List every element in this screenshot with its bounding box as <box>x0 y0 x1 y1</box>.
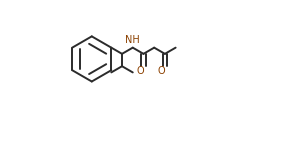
Text: O: O <box>136 66 144 76</box>
Text: O: O <box>158 66 166 76</box>
Text: NH: NH <box>125 35 140 45</box>
